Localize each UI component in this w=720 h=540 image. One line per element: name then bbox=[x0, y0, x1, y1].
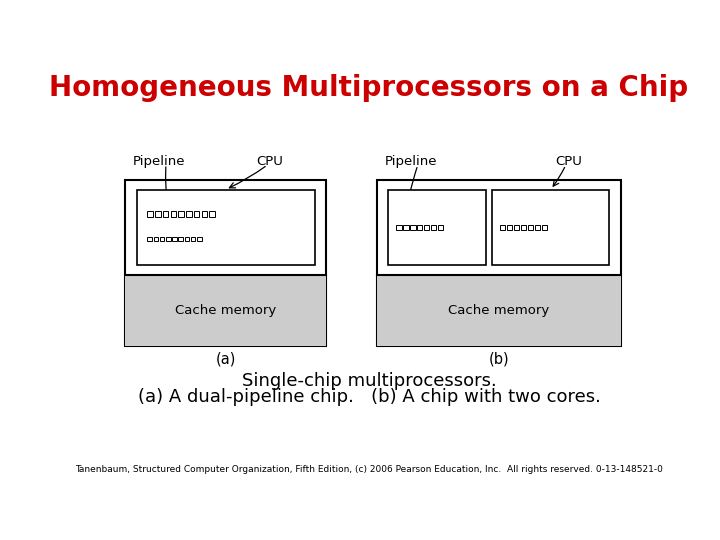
Bar bbox=[541, 225, 547, 230]
Text: CPU: CPU bbox=[256, 154, 284, 167]
Bar bbox=[202, 211, 207, 217]
Bar bbox=[194, 211, 199, 217]
Bar bbox=[507, 225, 513, 230]
Bar bbox=[186, 211, 192, 217]
Bar bbox=[377, 275, 621, 346]
Bar bbox=[492, 190, 609, 266]
Bar bbox=[388, 190, 486, 266]
Bar bbox=[179, 211, 184, 217]
Text: CPU: CPU bbox=[555, 154, 582, 167]
Bar bbox=[528, 225, 534, 230]
Text: Cache memory: Cache memory bbox=[448, 304, 549, 317]
Text: Tanenbaum, Structured Computer Organization, Fifth Edition, (c) 2006 Pearson Edu: Tanenbaum, Structured Computer Organizat… bbox=[75, 465, 663, 474]
Bar bbox=[500, 225, 505, 230]
Bar bbox=[171, 211, 176, 217]
Bar bbox=[184, 237, 189, 241]
Bar bbox=[431, 225, 436, 230]
Text: (a): (a) bbox=[215, 352, 236, 367]
Bar bbox=[535, 225, 540, 230]
Bar bbox=[179, 237, 183, 241]
Text: Homogeneous Multiprocessors on a Chip: Homogeneous Multiprocessors on a Chip bbox=[50, 74, 688, 102]
Bar bbox=[163, 211, 168, 217]
Bar bbox=[191, 237, 195, 241]
Bar bbox=[125, 180, 326, 346]
Bar bbox=[410, 225, 415, 230]
Text: Pipeline: Pipeline bbox=[384, 154, 437, 167]
Bar bbox=[125, 275, 326, 346]
Bar bbox=[514, 225, 519, 230]
Text: Cache memory: Cache memory bbox=[175, 304, 276, 317]
Bar bbox=[396, 225, 402, 230]
Bar bbox=[148, 237, 152, 241]
Bar bbox=[438, 225, 444, 230]
Bar bbox=[172, 237, 177, 241]
Text: Single-chip multiprocessors.: Single-chip multiprocessors. bbox=[242, 372, 496, 389]
Bar bbox=[160, 237, 164, 241]
Bar bbox=[417, 225, 423, 230]
Bar bbox=[148, 211, 153, 217]
Bar bbox=[521, 225, 526, 230]
Bar bbox=[153, 237, 158, 241]
Bar bbox=[377, 180, 621, 346]
Bar bbox=[137, 190, 315, 266]
Bar bbox=[166, 237, 171, 241]
Text: Pipeline: Pipeline bbox=[132, 154, 185, 167]
Bar bbox=[424, 225, 429, 230]
Bar bbox=[197, 237, 202, 241]
Text: (b): (b) bbox=[488, 352, 509, 367]
Bar bbox=[210, 211, 215, 217]
Bar bbox=[155, 211, 161, 217]
Text: (a) A dual-pipeline chip.   (b) A chip with two cores.: (a) A dual-pipeline chip. (b) A chip wit… bbox=[138, 388, 600, 407]
Bar bbox=[403, 225, 408, 230]
